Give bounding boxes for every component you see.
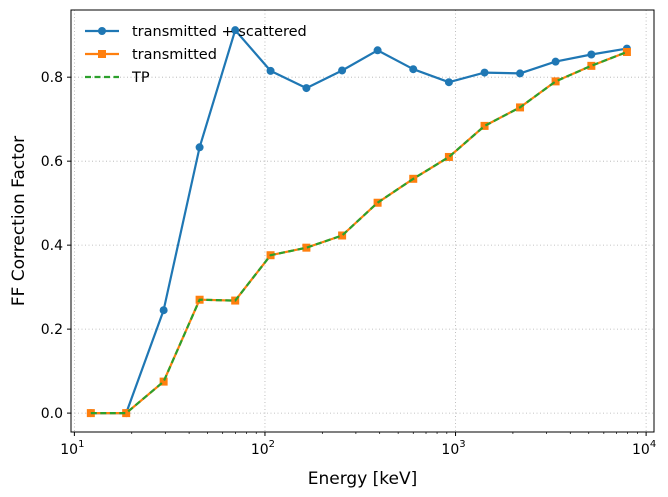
- data-point: [480, 68, 489, 77]
- x-axis-label: Energy [keV]: [308, 469, 418, 489]
- legend-label: transmitted: [132, 47, 217, 63]
- series-tp: [90, 50, 628, 415]
- grid: [71, 10, 654, 432]
- x-axis: 101 102 103 104: [60, 432, 656, 458]
- data-point: [159, 377, 168, 386]
- data-point: [587, 61, 596, 70]
- series-group: [86, 26, 631, 418]
- y-tick-label: 0.6: [41, 154, 63, 170]
- data-point: [98, 50, 106, 58]
- data-point: [98, 27, 106, 35]
- data-point: [622, 47, 631, 56]
- legend-label: TP: [131, 70, 150, 86]
- series-transmitted: [86, 47, 631, 418]
- data-point: [444, 78, 453, 87]
- y-tick-label: 0.2: [41, 322, 63, 338]
- legend-entry: transmitted + scattered: [85, 24, 307, 40]
- y-tick-label: 0.0: [41, 406, 63, 422]
- data-point: [444, 152, 453, 161]
- data-point: [302, 243, 311, 252]
- data-point: [266, 66, 275, 75]
- y-axis: 0.0 0.2 0.4 0.6 0.8: [41, 70, 71, 422]
- x-tick-label: 102: [251, 439, 275, 458]
- data-point: [195, 143, 204, 152]
- x-tick-label: 104: [632, 439, 656, 458]
- legend: transmitted + scattered transmitted TP: [85, 24, 307, 86]
- data-point: [338, 231, 347, 240]
- data-point: [480, 121, 489, 130]
- y-tick-label: 0.4: [41, 238, 63, 254]
- data-point: [551, 77, 560, 86]
- data-point: [409, 65, 418, 74]
- data-point: [302, 84, 311, 93]
- series-line: [90, 50, 628, 415]
- data-point: [122, 409, 131, 418]
- series-line: [90, 50, 628, 415]
- series-transmitted-scattered: [86, 26, 631, 418]
- y-axis-label: FF Correction Factor: [9, 136, 29, 306]
- y-tick-label: 0.8: [41, 70, 63, 86]
- plot-frame: [70, 9, 655, 433]
- data-point: [516, 69, 525, 78]
- data-point: [159, 306, 168, 315]
- legend-label: transmitted + scattered: [132, 24, 307, 40]
- series-line: [90, 29, 628, 415]
- x-tick-label: 103: [441, 439, 465, 458]
- data-point: [551, 57, 560, 66]
- x-tick-label: 101: [60, 439, 84, 458]
- data-point: [231, 26, 240, 35]
- data-point: [338, 66, 347, 75]
- legend-entry: transmitted: [85, 47, 217, 63]
- legend-entry: TP: [85, 70, 150, 86]
- data-point: [587, 50, 596, 59]
- data-point: [373, 46, 382, 55]
